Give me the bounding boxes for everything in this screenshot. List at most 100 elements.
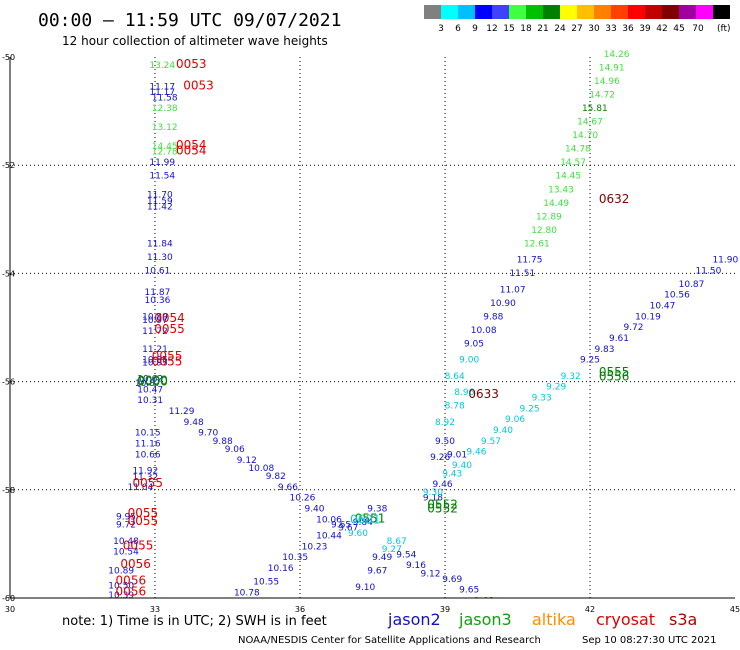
legend-s3a: s3a: [669, 610, 697, 629]
swh-value: 11.30: [147, 253, 173, 263]
swh-value: 11.75: [517, 256, 543, 266]
swh-value: 10.23: [302, 542, 328, 552]
x-tick-label: 36: [295, 605, 305, 614]
swh-value: 14.49: [543, 199, 569, 209]
swh-value: 9.01: [447, 450, 467, 460]
swh-value: 11.59: [147, 197, 173, 207]
scale-label: 36: [622, 24, 634, 34]
swh-value: 10.44: [316, 531, 342, 541]
legend-cryosat: cryosat: [596, 610, 655, 629]
swh-value: 8.78: [445, 402, 465, 412]
swh-value: 9.67: [338, 523, 358, 533]
swh-value: 14.96: [594, 77, 620, 87]
scale-label: 21: [537, 24, 548, 34]
swh-value: 12.80: [531, 226, 557, 236]
swh-value: 11.99: [149, 158, 175, 168]
swh-value: 10.39: [108, 591, 134, 601]
swh-value: 9.60: [348, 529, 368, 539]
time-label: 0056: [116, 584, 147, 598]
swh-value: 14.26: [604, 50, 630, 60]
scale-swatch: [475, 5, 492, 19]
swh-value: 9.29: [546, 383, 566, 393]
swh-value: 11.42: [147, 203, 173, 213]
swh-value: 10.06: [316, 515, 342, 525]
swh-value: 9.12: [420, 569, 440, 579]
y-tick-label: -60: [2, 594, 15, 603]
swh-value: 10.87: [135, 379, 161, 389]
x-tick-label: 45: [730, 605, 740, 614]
time-label: 0552: [427, 498, 458, 512]
legend-jason2: jason2: [387, 610, 441, 629]
swh-value: 14.57: [560, 158, 586, 168]
time-label: 0055: [152, 349, 183, 363]
scale-swatch: [560, 5, 577, 19]
swh-value: 9.57: [481, 437, 501, 447]
scale-label: 45: [673, 24, 684, 34]
swh-value: 9.33: [532, 394, 552, 404]
swh-value: 14.70: [572, 131, 598, 141]
swh-value: 10.78: [234, 588, 260, 598]
time-label: 0552: [427, 502, 458, 516]
swh-value: 9.88: [213, 437, 233, 447]
swh-value: 13.24: [149, 61, 175, 71]
swh-value: 10.97: [142, 316, 168, 326]
scale-label: 12: [486, 24, 497, 34]
time-label: 0601: [350, 512, 381, 526]
x-tick-label: 42: [585, 605, 595, 614]
time-label: 0054: [176, 143, 207, 157]
time-label: 0054: [176, 138, 207, 152]
swh-value: 9.66: [278, 483, 298, 493]
swh-value: 8.92: [435, 418, 455, 428]
time-label: 0055: [123, 538, 154, 552]
swh-value: 9.26: [430, 453, 450, 463]
swh-value: 9.46: [433, 480, 453, 490]
time-label: 0633: [468, 387, 499, 401]
swh-value: 9.25: [520, 404, 540, 414]
swh-value: 9.49: [372, 553, 392, 563]
swh-value: 11.70: [147, 191, 173, 201]
swh-value: 14.45: [152, 142, 178, 152]
swh-value: 11.07: [500, 285, 526, 295]
satellite-legend: jason2 jason3 altika cryosat s3a: [387, 610, 697, 629]
swh-value: 10.90: [490, 299, 516, 309]
time-label: 0055: [128, 514, 159, 528]
swh-value: 10.89: [108, 567, 134, 577]
footer-timestamp: Sep 10 08:27:30 UTC 2021: [582, 635, 716, 646]
y-tick-label: -52: [2, 161, 15, 170]
swh-value: 10.85: [142, 356, 168, 366]
swh-value: 11.17: [149, 82, 175, 92]
x-tick-label: 30: [5, 605, 15, 614]
swh-value: 10.47: [650, 302, 676, 312]
scale-swatch: [543, 5, 560, 19]
scale-label: 30: [588, 24, 600, 34]
swh-value: 9.10: [355, 583, 375, 593]
swh-value: 10.19: [635, 312, 661, 322]
scale-swatch: [713, 5, 730, 19]
swh-value: 11.92: [132, 467, 158, 477]
swh-value: 9.43: [442, 469, 462, 479]
swh-value: 9.50: [435, 437, 455, 447]
time-label: 0054: [154, 311, 185, 325]
chart-subtitle: 12 hour collection of altimeter wave hei…: [62, 34, 328, 48]
swh-value: 9.06: [225, 445, 245, 455]
time-label: 0000: [137, 374, 168, 388]
swh-value: 9.84: [353, 518, 373, 528]
swh-value: 9.40: [493, 426, 513, 436]
swh-value: 9.46: [466, 448, 486, 458]
swh-value: 9.82: [266, 472, 286, 482]
grid-lines: [10, 57, 735, 598]
swh-value: 8.67: [387, 537, 407, 547]
swh-value: 10.95: [142, 358, 168, 368]
swh-value: 9.25: [580, 356, 600, 366]
swh-value: 10.66: [135, 450, 161, 460]
scale-label: 15: [503, 24, 514, 34]
scale-swatch: [696, 5, 713, 19]
time-label: 0056: [116, 573, 147, 587]
swh-value: 9.70: [198, 429, 218, 439]
swh-value: 9.61: [609, 334, 629, 344]
swh-value: 11.84: [147, 239, 173, 249]
time-label: 0556: [599, 370, 630, 384]
time-label: 0055: [152, 354, 183, 368]
swh-value: 12.78: [152, 147, 178, 157]
swh-value: 10.31: [137, 396, 163, 406]
